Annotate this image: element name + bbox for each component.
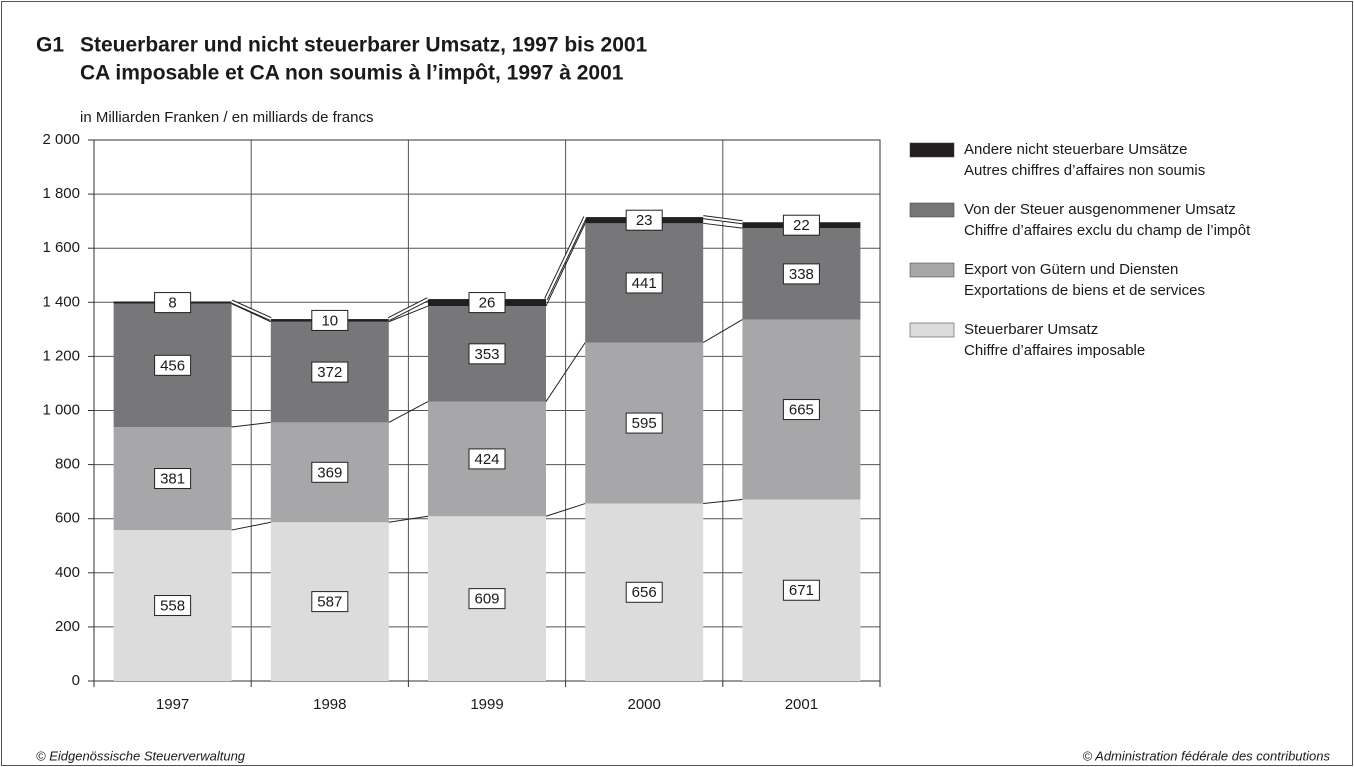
y-tick-label: 200 bbox=[55, 618, 80, 635]
legend-label-fr: Chiffre d’affaires imposable bbox=[964, 342, 1145, 359]
value-label: 26 bbox=[479, 295, 496, 312]
legend-swatch bbox=[909, 322, 955, 338]
value-label-box bbox=[468, 588, 506, 610]
x-tick-label: 2000 bbox=[628, 696, 661, 713]
value-label: 587 bbox=[317, 594, 342, 611]
x-tick-label: 1999 bbox=[470, 696, 503, 713]
value-label-box bbox=[468, 448, 506, 470]
y-tick-label: 1 800 bbox=[42, 185, 80, 202]
value-label-box bbox=[154, 354, 192, 376]
value-label: 353 bbox=[474, 346, 499, 363]
y-tick-label: 0 bbox=[72, 672, 80, 689]
legend-label-fr: Autres chiffres d’affaires non soumis bbox=[964, 162, 1205, 179]
source: © Eidgenössische Steuerverwaltung bbox=[36, 748, 246, 763]
value-label: 22 bbox=[793, 217, 810, 234]
value-label-box bbox=[468, 292, 506, 314]
value-label-box bbox=[154, 292, 192, 314]
value-label: 10 bbox=[321, 312, 338, 329]
x-tick-label: 1997 bbox=[156, 696, 189, 713]
value-label-box bbox=[782, 263, 820, 285]
value-label-box bbox=[154, 595, 192, 617]
connector bbox=[545, 342, 586, 402]
legend-swatch bbox=[909, 142, 955, 158]
value-label: 595 bbox=[632, 415, 657, 432]
legend-swatch bbox=[909, 262, 955, 278]
connector bbox=[388, 515, 429, 523]
value-label: 671 bbox=[789, 582, 814, 599]
connector bbox=[388, 298, 429, 320]
y-tick-label: 1 400 bbox=[42, 293, 80, 310]
value-label-box bbox=[311, 591, 349, 613]
value-label-box bbox=[625, 581, 663, 603]
value-label: 609 bbox=[474, 591, 499, 608]
connector bbox=[388, 401, 429, 423]
y-tick-label: 800 bbox=[55, 456, 80, 473]
value-label: 381 bbox=[160, 470, 185, 487]
value-label-box bbox=[311, 309, 349, 331]
legend-label: Export von Gütern und Diensten bbox=[964, 261, 1178, 278]
connector bbox=[703, 222, 743, 229]
value-label-box bbox=[625, 412, 663, 434]
legend-swatch bbox=[909, 202, 955, 218]
connector bbox=[231, 521, 271, 531]
chart-title-fr: CA imposable et CA non soumis à l’impôt,… bbox=[80, 62, 624, 85]
y-axis-label: in Milliarden Franken / en milliards de … bbox=[80, 109, 373, 126]
value-label: 8 bbox=[168, 295, 176, 312]
value-label: 656 bbox=[632, 584, 657, 601]
y-tick-label: 600 bbox=[55, 510, 80, 527]
x-tick-label: 1998 bbox=[313, 696, 346, 713]
connector bbox=[231, 300, 272, 320]
value-label: 372 bbox=[317, 364, 342, 381]
legend-label: Von der Steuer ausgenommener Umsatz bbox=[964, 201, 1236, 218]
legend-label: Andere nicht steuerbare Umsätze bbox=[964, 141, 1187, 158]
legend-label-fr: Chiffre d’affaires exclu du champ de l’i… bbox=[964, 222, 1251, 239]
connector bbox=[703, 216, 743, 224]
value-label-box bbox=[782, 399, 820, 421]
value-label-box bbox=[625, 272, 663, 294]
value-label-box bbox=[625, 209, 663, 231]
value-label: 23 bbox=[636, 212, 653, 229]
chart-id: G1 bbox=[36, 34, 64, 57]
connector bbox=[545, 503, 586, 517]
value-label: 558 bbox=[160, 597, 185, 614]
value-label-box bbox=[782, 579, 820, 601]
connector bbox=[231, 421, 271, 428]
legend-label-fr: Exportations de biens et de services bbox=[964, 282, 1205, 299]
value-label-box bbox=[154, 468, 192, 490]
y-tick-label: 400 bbox=[55, 564, 80, 581]
value-label-box bbox=[311, 361, 349, 383]
value-label: 441 bbox=[632, 275, 657, 292]
connector bbox=[231, 303, 272, 323]
y-tick-label: 1 200 bbox=[42, 347, 80, 364]
chart-title: Steuerbarer und nicht steuerbarer Umsatz… bbox=[80, 34, 648, 57]
value-label-box bbox=[468, 343, 506, 365]
y-tick-label: 2 000 bbox=[42, 131, 80, 148]
connector bbox=[388, 305, 429, 323]
x-tick-label: 2001 bbox=[785, 696, 818, 713]
value-label: 338 bbox=[789, 266, 814, 283]
value-label-box bbox=[311, 461, 349, 483]
connector bbox=[703, 498, 743, 505]
connector bbox=[702, 319, 743, 344]
value-label: 665 bbox=[789, 402, 814, 419]
value-label: 369 bbox=[317, 464, 342, 481]
connector bbox=[545, 223, 586, 307]
value-label: 424 bbox=[474, 451, 499, 468]
y-tick-label: 1 000 bbox=[42, 401, 80, 418]
connector bbox=[545, 216, 587, 300]
y-tick-label: 1 600 bbox=[42, 239, 80, 256]
value-label: 456 bbox=[160, 357, 185, 374]
value-label-box bbox=[782, 214, 820, 236]
source-fr: © Administration fédérale des contributi… bbox=[1082, 748, 1330, 763]
legend-label: Steuerbarer Umsatz bbox=[964, 321, 1098, 338]
